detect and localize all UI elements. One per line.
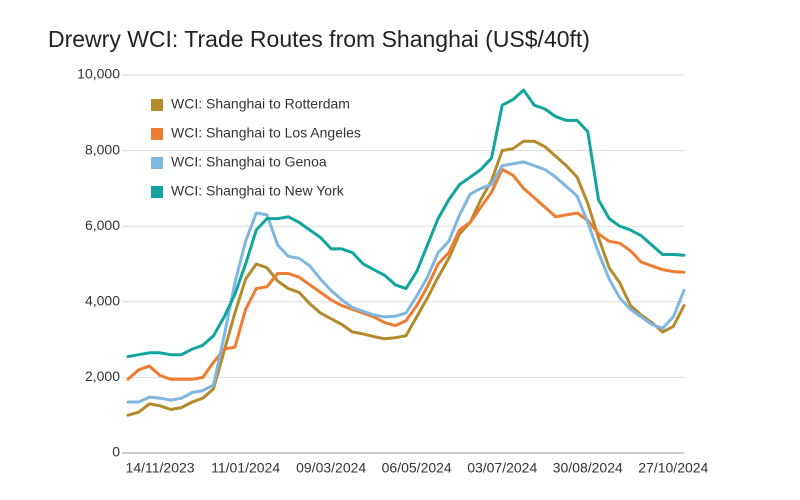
- y-tick-label: 0: [112, 444, 120, 460]
- series-line: [126, 88, 686, 359]
- legend-swatch: [151, 186, 163, 198]
- series-line: [126, 160, 686, 404]
- y-tick-label: 4,000: [85, 293, 120, 309]
- x-tick-label: 14/11/2023: [126, 460, 195, 476]
- y-tick-label: 8,000: [85, 141, 120, 157]
- legend-text: WCI: Shanghai to Genoa: [171, 154, 327, 170]
- legend-swatch: [151, 99, 163, 111]
- chart-title: Drewry WCI: Trade Routes from Shanghai (…: [48, 26, 590, 52]
- legend-swatch: [151, 128, 163, 140]
- y-tick-label: 6,000: [85, 217, 120, 233]
- y-tick-label: 10,000: [77, 66, 120, 82]
- legend-swatch: [151, 157, 163, 169]
- x-tick-label: 27/10/2024: [638, 460, 708, 476]
- x-tick-label: 09/03/2024: [296, 460, 366, 476]
- series-line: [126, 139, 686, 417]
- legend-text: WCI: Shanghai to New York: [171, 183, 345, 199]
- x-tick-label: 11/01/2024: [211, 460, 280, 476]
- x-tick-label: 30/08/2024: [553, 460, 623, 476]
- legend-text: WCI: Shanghai to Los Angeles: [171, 125, 361, 141]
- x-tick-label: 03/07/2024: [467, 460, 537, 476]
- y-tick-label: 2,000: [85, 368, 120, 384]
- x-tick-label: 06/05/2024: [382, 460, 452, 476]
- legend-text: WCI: Shanghai to Rotterdam: [171, 96, 350, 112]
